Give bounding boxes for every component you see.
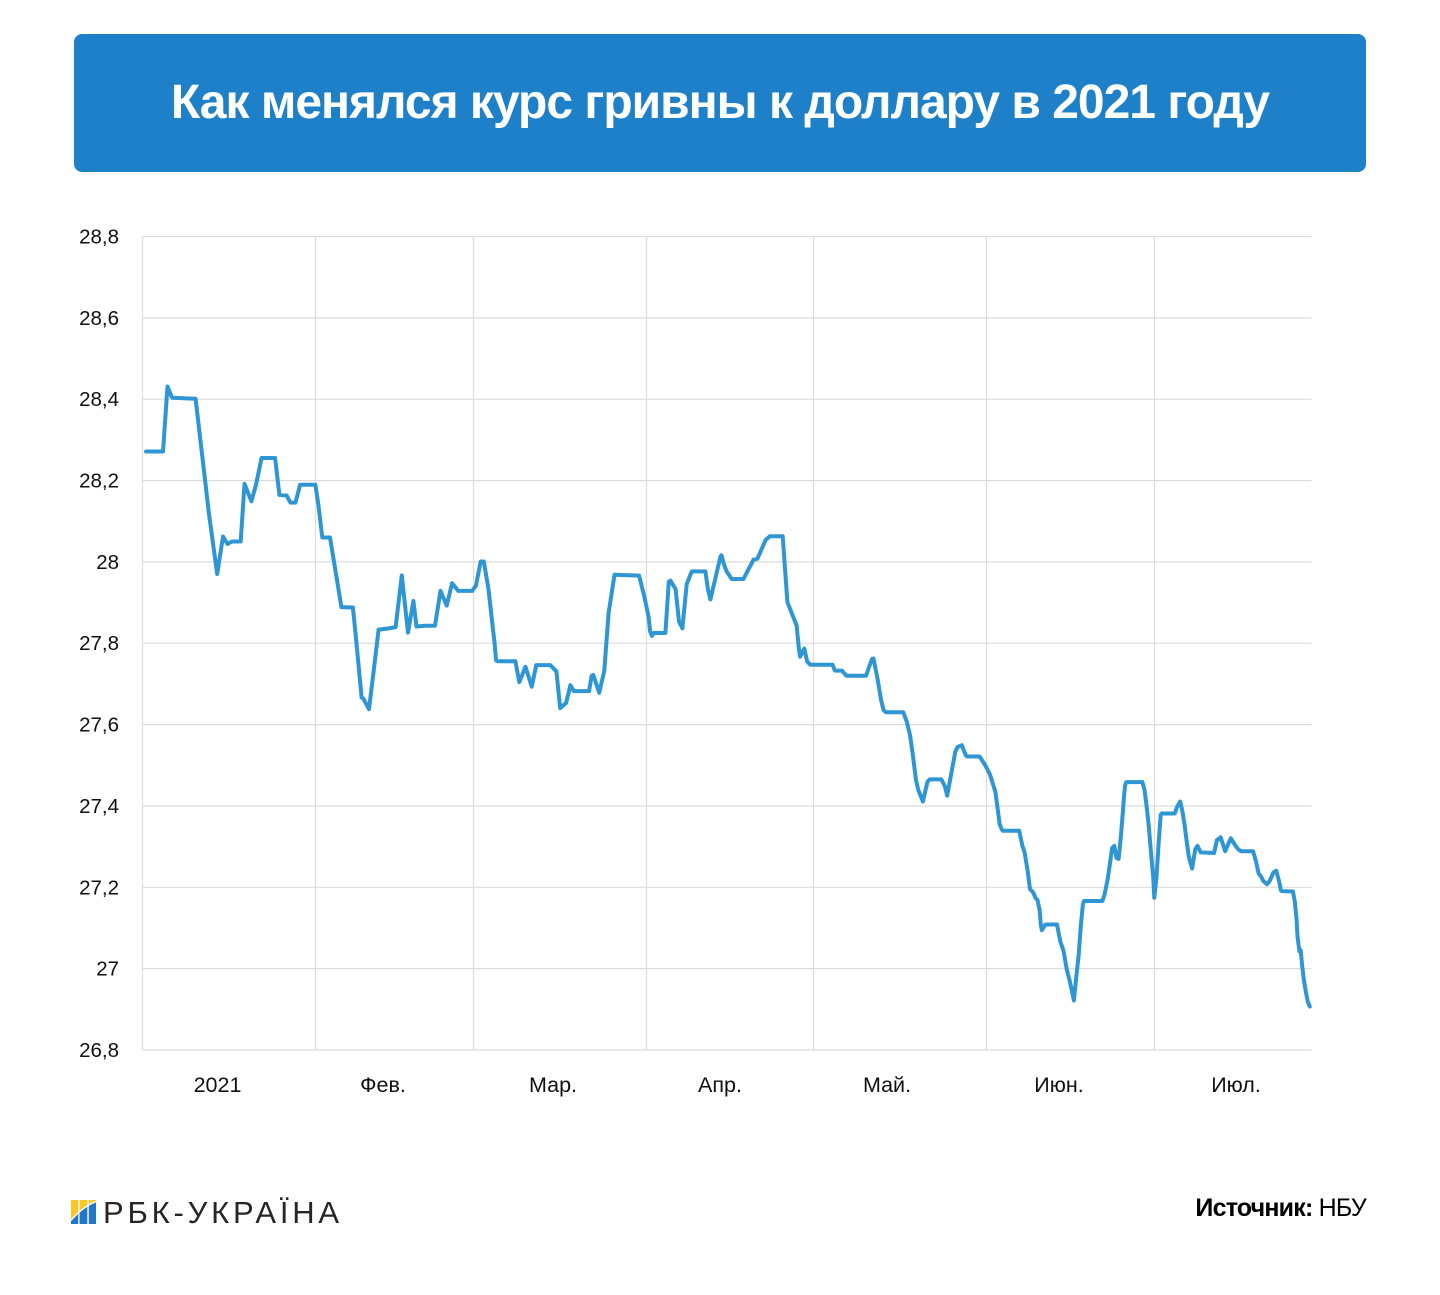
svg-text:27,6: 27,6 (79, 714, 119, 737)
svg-text:27,8: 27,8 (79, 632, 119, 655)
svg-text:Июн.: Июн. (1034, 1073, 1083, 1097)
svg-text:Июл.: Июл. (1211, 1073, 1261, 1097)
svg-text:Фев.: Фев. (360, 1073, 406, 1097)
svg-text:Апр.: Апр. (698, 1073, 742, 1097)
svg-text:28: 28 (96, 551, 119, 574)
svg-text:2021: 2021 (194, 1073, 242, 1097)
svg-text:Мар.: Мар. (529, 1073, 577, 1097)
svg-text:27,4: 27,4 (79, 795, 119, 818)
svg-text:26,8: 26,8 (79, 1039, 119, 1062)
svg-text:27,2: 27,2 (79, 876, 119, 899)
svg-text:Май.: Май. (863, 1073, 911, 1097)
svg-text:28,4: 28,4 (79, 388, 119, 411)
svg-text:28,8: 28,8 (79, 226, 119, 249)
svg-text:27: 27 (96, 958, 119, 981)
svg-text:28,6: 28,6 (79, 307, 119, 330)
svg-text:28,2: 28,2 (79, 470, 119, 493)
